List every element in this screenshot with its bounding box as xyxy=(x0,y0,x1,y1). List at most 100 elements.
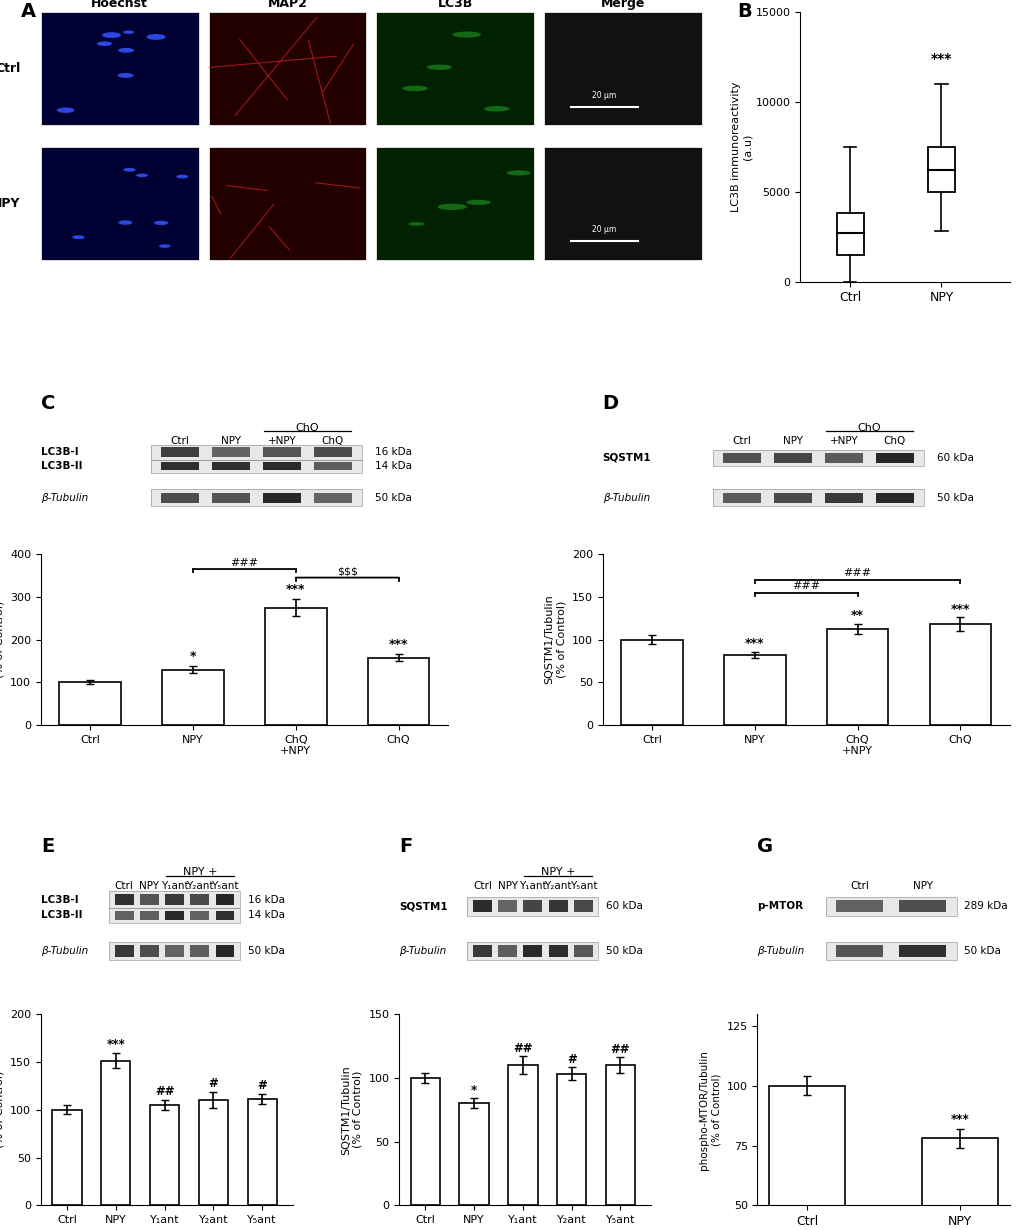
Text: ***: *** xyxy=(950,603,969,616)
Bar xyxy=(928,624,990,726)
Bar xyxy=(898,900,946,913)
Bar xyxy=(467,941,598,961)
Ellipse shape xyxy=(466,199,490,205)
Bar xyxy=(41,146,199,260)
Text: SQSTM1: SQSTM1 xyxy=(398,902,447,911)
Text: p-MTOR: p-MTOR xyxy=(757,902,803,911)
Bar xyxy=(101,1060,130,1205)
Bar xyxy=(212,462,250,470)
Bar xyxy=(836,900,882,913)
Text: β-Tubulin: β-Tubulin xyxy=(398,946,446,956)
Text: ###: ### xyxy=(230,557,258,568)
Text: 50 kDa: 50 kDa xyxy=(963,946,1001,956)
Text: LC3B-I: LC3B-I xyxy=(41,894,78,904)
Bar xyxy=(151,444,362,460)
Bar xyxy=(459,1103,488,1205)
Text: Y₁ant: Y₁ant xyxy=(519,881,546,892)
Text: 50 kDa: 50 kDa xyxy=(935,493,972,503)
Text: $$$: $$$ xyxy=(336,566,358,577)
Bar xyxy=(824,493,862,503)
Bar xyxy=(773,493,811,503)
Bar xyxy=(215,911,234,920)
Text: #: # xyxy=(567,1053,576,1066)
Ellipse shape xyxy=(123,31,133,34)
Text: NPY: NPY xyxy=(140,881,159,892)
Text: 60 kDa: 60 kDa xyxy=(605,902,642,911)
Text: ChQ: ChQ xyxy=(296,423,319,433)
Bar xyxy=(314,462,352,470)
Bar xyxy=(151,490,362,507)
Text: Ctrl: Ctrl xyxy=(170,435,190,445)
Text: ##: ## xyxy=(513,1042,532,1054)
Y-axis label: phospho-MTOR/Tubulin
(% of Control): phospho-MTOR/Tubulin (% of Control) xyxy=(699,1049,720,1170)
Bar xyxy=(507,1065,537,1205)
Text: β-Tubulin: β-Tubulin xyxy=(757,946,804,956)
Bar xyxy=(497,945,517,957)
Bar xyxy=(161,448,199,456)
Text: NPY: NPY xyxy=(783,435,802,445)
Ellipse shape xyxy=(401,86,428,91)
Ellipse shape xyxy=(97,42,112,46)
Text: E: E xyxy=(41,838,54,856)
Text: A: A xyxy=(20,1,36,21)
Text: 14 kDa: 14 kDa xyxy=(248,910,284,920)
Text: 50 kDa: 50 kDa xyxy=(374,493,411,503)
Text: Hoechst: Hoechst xyxy=(91,0,148,10)
Bar xyxy=(605,1065,635,1205)
Text: Ctrl: Ctrl xyxy=(0,63,20,75)
Bar xyxy=(712,449,923,466)
Bar xyxy=(722,493,760,503)
Ellipse shape xyxy=(426,64,451,70)
Text: 16 kDa: 16 kDa xyxy=(374,446,412,458)
Bar xyxy=(109,908,239,922)
Bar xyxy=(411,1077,439,1205)
Bar xyxy=(248,1100,276,1205)
Bar xyxy=(473,900,491,913)
Y-axis label: LC3B immunoreactivity
(a.u): LC3B immunoreactivity (a.u) xyxy=(731,81,752,212)
Bar xyxy=(209,12,366,125)
Ellipse shape xyxy=(154,220,168,225)
Bar xyxy=(768,1086,845,1230)
Ellipse shape xyxy=(147,34,165,39)
Bar xyxy=(836,213,863,255)
Bar xyxy=(109,908,239,922)
Text: NPY: NPY xyxy=(0,197,20,210)
Bar xyxy=(165,911,183,920)
Bar xyxy=(314,448,352,456)
Ellipse shape xyxy=(159,245,170,248)
Y-axis label: SQSTM1/Tubulin
(% of Control): SQSTM1/Tubulin (% of Control) xyxy=(341,1065,363,1155)
Bar xyxy=(165,945,183,957)
Text: **: ** xyxy=(850,610,863,622)
Bar xyxy=(59,683,121,726)
Text: 60 kDa: 60 kDa xyxy=(935,453,972,462)
Bar xyxy=(52,1109,82,1205)
Ellipse shape xyxy=(123,167,136,172)
Bar xyxy=(574,945,592,957)
Text: 20 μm: 20 μm xyxy=(592,225,616,235)
Bar xyxy=(898,945,946,957)
Bar xyxy=(875,493,913,503)
Text: Ctrl: Ctrl xyxy=(850,881,868,892)
Ellipse shape xyxy=(118,48,133,53)
Text: +NPY: +NPY xyxy=(267,435,297,445)
Bar xyxy=(723,656,785,726)
Text: B: B xyxy=(737,1,751,21)
Bar xyxy=(109,941,239,961)
Ellipse shape xyxy=(57,107,74,113)
Bar xyxy=(212,448,250,456)
Bar xyxy=(114,945,133,957)
Bar xyxy=(151,460,362,472)
Bar xyxy=(921,1138,998,1230)
Bar xyxy=(824,453,862,464)
Text: Y₅ant: Y₅ant xyxy=(569,881,596,892)
Bar xyxy=(523,900,542,913)
Text: β-Tubulin: β-Tubulin xyxy=(602,493,649,503)
Bar xyxy=(712,490,923,507)
Text: β-Tubulin: β-Tubulin xyxy=(41,946,88,956)
Text: Y₅ant: Y₅ant xyxy=(211,881,238,892)
Text: ###: ### xyxy=(792,581,819,590)
Text: ##: ## xyxy=(155,1085,174,1098)
Text: F: F xyxy=(398,838,412,856)
Bar xyxy=(140,911,159,920)
Text: NPY: NPY xyxy=(912,881,931,892)
